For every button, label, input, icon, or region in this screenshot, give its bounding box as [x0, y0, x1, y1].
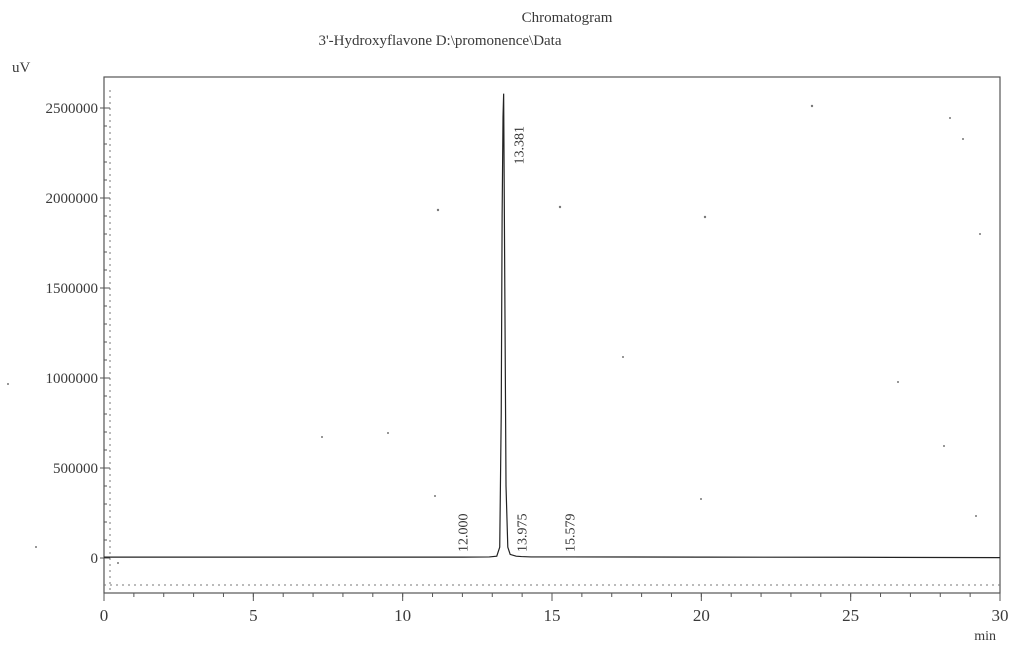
chart-subtitle: 3'-Hydroxyflavone D:\promonence\Data [318, 33, 561, 49]
peak-label: 15.579 [563, 514, 578, 553]
y-tick-label: 1500000 [46, 281, 99, 297]
x-axis-label: min [974, 629, 996, 644]
peak-labels: 12.000 13.381 13.975 15.579 [456, 126, 578, 552]
x-axis-ticks: 0 5 10 15 20 25 30 [100, 593, 1009, 625]
y-tick-label: 500000 [53, 461, 98, 477]
y-axis-ticks: 0 500000 1000000 1500000 2000000 2500000 [46, 101, 110, 567]
x-tick-label: 20 [693, 606, 710, 625]
peak-label: 13.381 [513, 126, 528, 165]
y-tick-label: 0 [91, 551, 99, 567]
x-tick-label: 15 [544, 606, 561, 625]
y-tick-label: 2000000 [46, 191, 99, 207]
scan-specks [7, 104, 981, 564]
x-tick-label: 0 [100, 606, 109, 625]
plot-frame [103, 76, 1001, 594]
chart-title: Chromatogram [522, 10, 613, 26]
x-tick-label: 10 [394, 606, 411, 625]
x-tick-label: 5 [249, 606, 258, 625]
y-tick-label: 2500000 [46, 101, 99, 117]
peak-label: 13.975 [515, 514, 530, 553]
chromatogram-trace [104, 93, 1001, 559]
y-axis-label: uV [12, 60, 31, 76]
trace-layer [104, 93, 1001, 559]
x-tick-label: 30 [992, 606, 1009, 625]
x-tick-label: 25 [842, 606, 859, 625]
y-tick-label: 1000000 [46, 371, 99, 387]
peak-label: 12.000 [456, 514, 471, 553]
